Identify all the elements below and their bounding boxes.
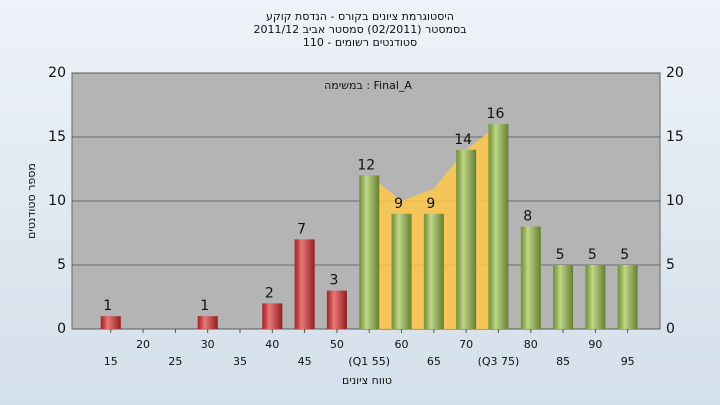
data-label: 5: [620, 247, 629, 263]
y-tick-label: 20: [666, 65, 684, 81]
x-tick-label: 95: [621, 355, 635, 368]
data-label: 3: [329, 273, 338, 289]
bar-shade: [520, 226, 541, 329]
data-label: 5: [556, 247, 565, 263]
x-axis-label: טווח ציונים: [342, 374, 392, 387]
data-label: 1: [103, 298, 112, 314]
y-tick-label: 5: [57, 257, 66, 273]
bar-shade: [553, 265, 574, 329]
y-tick-label: 15: [48, 129, 66, 145]
x-tick-label: 50: [330, 338, 344, 351]
data-label: 7: [297, 221, 306, 237]
x-tick-label: 60: [395, 338, 409, 351]
bar-shade: [100, 316, 121, 329]
x-tick-label: (Q3 75): [478, 355, 520, 368]
x-tick-label: 25: [168, 355, 182, 368]
data-label: 5: [588, 247, 597, 263]
x-tick-label: 35: [233, 355, 247, 368]
bar-shade: [359, 175, 380, 329]
y-tick-label: 5: [666, 257, 675, 273]
data-label: 16: [487, 106, 505, 122]
y-tick-label: 15: [666, 129, 684, 145]
x-tick-label: (Q1 55): [348, 355, 390, 368]
y-tick-label: 10: [48, 193, 66, 209]
chart-subtitle: בסמסטר (02/2011) סמסטר אביב 2011/12: [253, 23, 466, 36]
bar-shade: [488, 124, 509, 329]
data-label: 1: [200, 298, 209, 314]
x-tick-label: 15: [104, 355, 118, 368]
data-label: 2: [265, 285, 274, 301]
data-label: 8: [523, 209, 532, 225]
chart-subtitle: סטודנטים רשומים - 110: [303, 36, 417, 49]
data-label: 12: [357, 157, 375, 173]
y-tick-label: 20: [48, 65, 66, 81]
y-tick-label: 0: [57, 321, 66, 337]
x-tick-label: 80: [524, 338, 538, 351]
x-tick-label: 45: [298, 355, 312, 368]
y-axis-label: מספר סטודנטים: [25, 163, 38, 239]
bar-shade: [617, 265, 638, 329]
x-tick-label: 65: [427, 355, 441, 368]
bar-shade: [585, 265, 606, 329]
x-tick-label: 20: [136, 338, 150, 351]
bar-shade: [326, 290, 347, 329]
x-tick-label: 30: [201, 338, 215, 351]
data-label: 14: [454, 132, 472, 148]
bar-shade: [197, 316, 218, 329]
bar-shade: [423, 213, 444, 329]
bar-shade: [456, 149, 477, 329]
chart-title: היסטוגרמת ציונים בקורס - הנדסת קוקע: [266, 10, 454, 23]
bar-shade: [294, 239, 315, 329]
x-tick-label: 90: [588, 338, 602, 351]
y-tick-label: 10: [666, 193, 684, 209]
x-tick-label: 70: [459, 338, 473, 351]
bar-shade: [262, 303, 283, 329]
data-label: 9: [394, 196, 403, 212]
bar-shade: [391, 213, 412, 329]
annotation: במשימה : Final_A: [324, 79, 412, 92]
x-tick-label: 85: [556, 355, 570, 368]
y-tick-label: 0: [666, 321, 675, 337]
x-tick-label: 40: [265, 338, 279, 351]
data-label: 9: [426, 196, 435, 212]
